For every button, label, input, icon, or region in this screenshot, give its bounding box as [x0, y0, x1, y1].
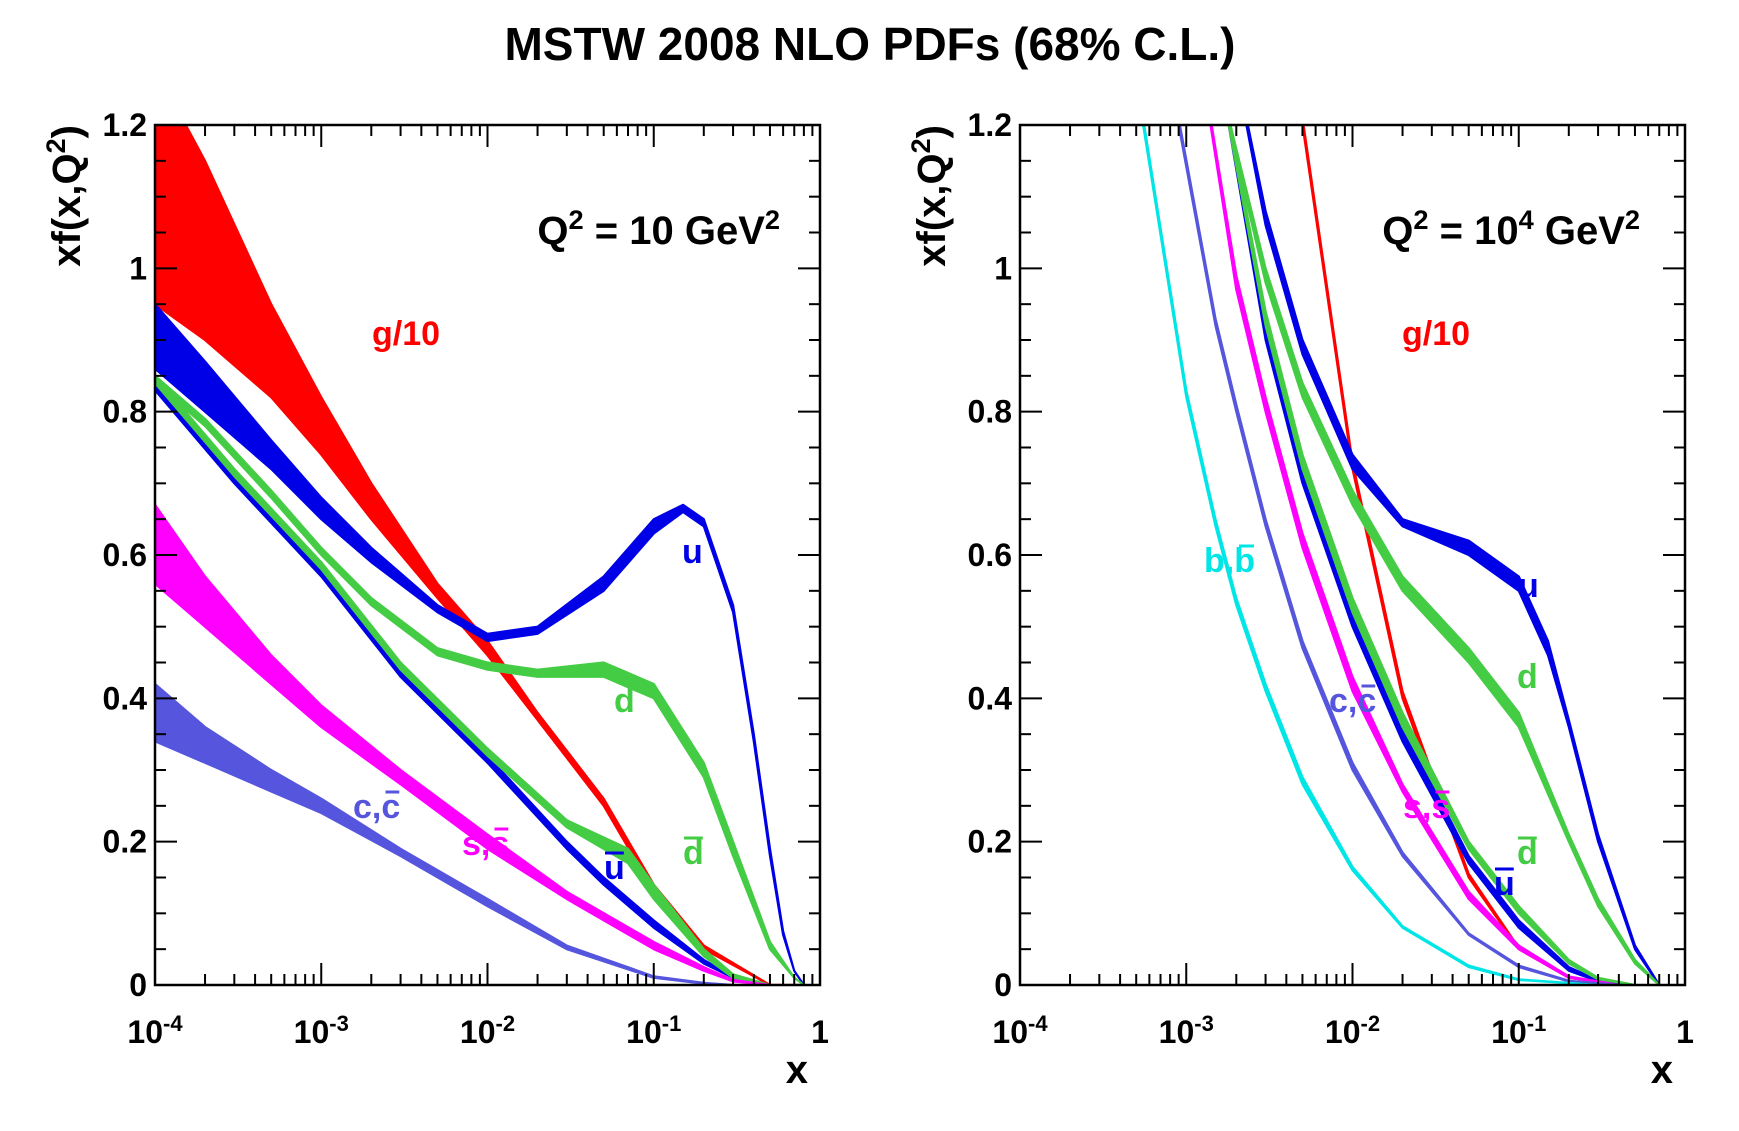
x-tick-label: 1	[1676, 1014, 1694, 1050]
y-tick-label: 0.4	[103, 680, 148, 716]
x-tick-label: 10-3	[294, 1011, 349, 1051]
pdf-bands	[155, 125, 805, 985]
y-tick-label: 0.2	[103, 824, 147, 860]
series-label-u: u	[1518, 567, 1539, 605]
y-tick-label: 0.6	[968, 537, 1012, 573]
y-tick-label: 1.2	[103, 107, 147, 143]
series-label-b: b,b	[1204, 542, 1255, 580]
band-g	[155, 125, 805, 985]
panel-q2-10000: 00.20.40.60.811.210-4 10-3 10-2 10-1 1xxf(x,…	[906, 107, 1694, 1092]
band-d	[1227, 125, 1661, 985]
y-tick-label: 0.2	[968, 824, 1012, 860]
series-label-ubar: u	[1494, 865, 1515, 903]
tick-marks	[1019, 124, 1685, 986]
x-tick-label: 1	[811, 1014, 829, 1050]
x-tick-label: 10-4	[992, 1011, 1048, 1051]
series-label-dbar: d	[683, 834, 704, 872]
chart-title: MSTW 2008 NLO PDFs (68% C.L.)	[504, 18, 1235, 70]
x-tick-label: 10-1	[626, 1011, 681, 1051]
series-label-s: s,s	[1403, 788, 1450, 826]
x-axis-label: x	[786, 1048, 808, 1092]
band-u	[1245, 125, 1661, 985]
series-label-g: g/10	[1402, 315, 1470, 353]
y-tick-label: 1.2	[968, 107, 1012, 143]
x-tick-label: 10-3	[1159, 1011, 1214, 1051]
y-tick-label: 0.8	[103, 394, 147, 430]
y-tick-label: 0	[129, 967, 147, 1003]
series-label-c: c,c	[353, 788, 400, 826]
series-label-g: g/10	[372, 315, 440, 353]
series-label-s: s,s	[462, 825, 509, 863]
y-tick-label: 0.8	[968, 394, 1012, 430]
band-s	[155, 503, 772, 985]
panel-q2-10: 00.20.40.60.811.210-4 10-3 10-2 10-1 1xxf(x,…	[41, 107, 829, 1092]
series-label-c: c,c	[1329, 682, 1376, 720]
band-b	[1142, 125, 1600, 985]
y-axis-label: xf(x,Q2)	[41, 125, 89, 267]
y-axis-label: xf(x,Q2)	[906, 125, 954, 267]
band-s	[1209, 125, 1620, 985]
y-tick-label: 1	[994, 250, 1012, 286]
y-tick-label: 0.4	[968, 680, 1013, 716]
x-tick-label: 10-4	[127, 1011, 183, 1051]
pdf-bands	[1142, 125, 1661, 985]
band-c	[1177, 125, 1620, 985]
q2-annotation: Q2 = 10 GeV2	[537, 204, 780, 254]
y-tick-label: 0.6	[103, 537, 147, 573]
band-dbar	[1227, 125, 1637, 985]
series-label-dbar: d	[1517, 834, 1538, 872]
tick-marks	[154, 124, 820, 986]
y-tick-label: 1	[129, 250, 147, 286]
band-u	[155, 303, 805, 985]
q2-annotation: Q2 = 104 GeV2	[1382, 204, 1640, 254]
x-tick-label: 10-2	[460, 1011, 515, 1051]
x-tick-label: 10-2	[1325, 1011, 1380, 1051]
series-label-d: d	[1517, 658, 1538, 696]
series-label-u: u	[682, 533, 703, 571]
series-label-d: d	[614, 682, 635, 720]
x-axis-label: x	[1651, 1048, 1673, 1092]
x-tick-label: 10-1	[1491, 1011, 1546, 1051]
series-label-ubar: u	[604, 849, 625, 887]
band-d	[155, 374, 805, 985]
plot-frame	[1018, 123, 1687, 987]
y-tick-label: 0	[994, 967, 1012, 1003]
